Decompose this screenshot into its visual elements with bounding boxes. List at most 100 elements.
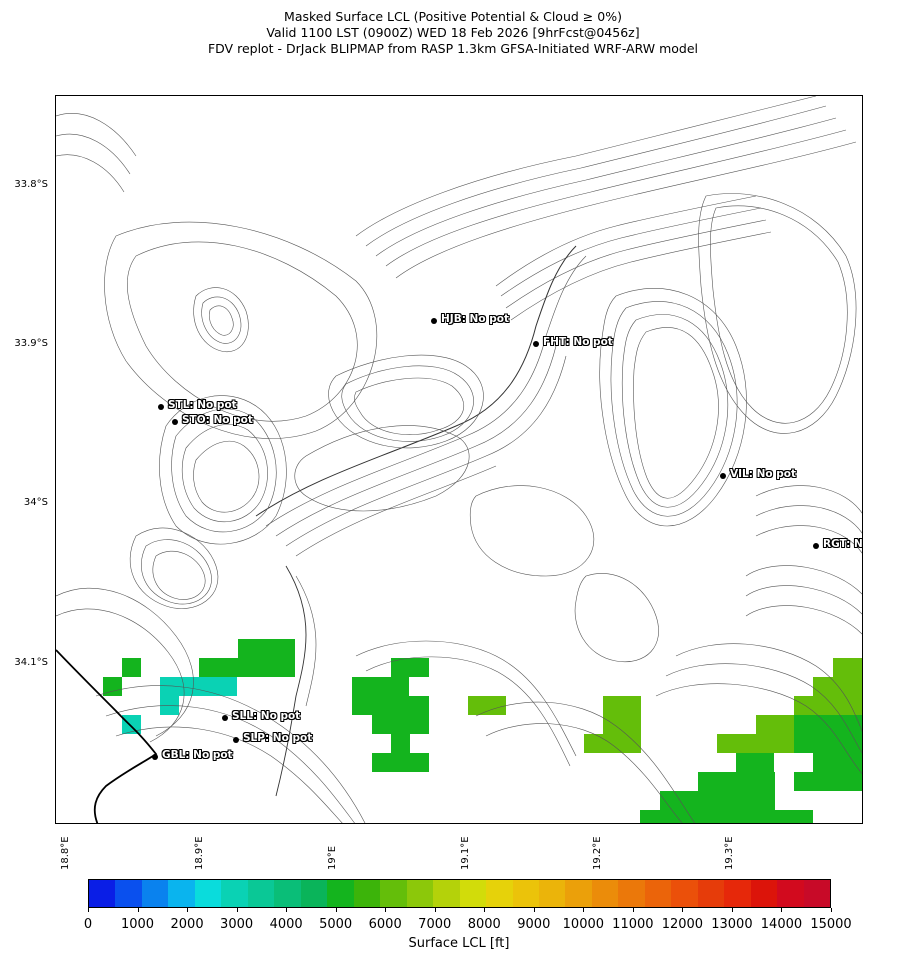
colorbar-segment — [300, 880, 328, 907]
station-marker — [720, 473, 726, 479]
colorbar-segment — [750, 880, 778, 907]
colorbar-segment — [380, 880, 407, 907]
lcl-cell — [736, 753, 774, 772]
colorbar-segment — [327, 880, 354, 907]
station-marker — [431, 318, 437, 324]
colorbar-tick-mark — [632, 908, 634, 912]
colorbar-segment — [644, 880, 672, 907]
lcl-cell — [813, 753, 862, 791]
lon-label: 19°E — [327, 845, 338, 870]
colorbar-label: Surface LCL [ft] — [408, 936, 510, 951]
colorbar-tick-mark — [781, 908, 783, 912]
colorbar-segment — [141, 880, 169, 907]
colorbar-tick-mark — [533, 908, 535, 912]
lcl-cell — [717, 734, 794, 753]
station-label: VIL: No pot — [730, 468, 796, 480]
lcl-cell — [640, 810, 813, 823]
lcl-cell — [813, 677, 862, 696]
lcl-cell — [660, 791, 775, 810]
colorbar-tick-mark — [682, 908, 684, 912]
station-label: RGT: No pot — [823, 538, 863, 550]
station-label: SLL: No pot — [232, 710, 301, 722]
lon-label: 19.2°E — [592, 836, 603, 870]
lcl-cell — [122, 715, 141, 734]
title-line-3: FDV replot - DrJack BLIPMAP from RASP 1.… — [207, 41, 699, 56]
colorbar-segment — [538, 880, 566, 907]
lcl-cell — [391, 658, 429, 677]
colorbar-segment — [697, 880, 725, 907]
colorbar-tick-label: 4000 — [269, 917, 303, 932]
colorbar-tick-label: 0 — [83, 917, 93, 932]
colorbar-tick-mark — [434, 908, 436, 912]
lon-label: 18.8°E — [60, 836, 71, 870]
colorbar-tick-mark — [731, 908, 733, 912]
colorbar-tick-label: 13000 — [711, 917, 753, 932]
colorbar-segment — [247, 880, 275, 907]
colorbar-segment — [512, 880, 539, 907]
station-marker — [533, 341, 539, 347]
colorbar-tick-label: 3000 — [220, 917, 254, 932]
lcl-cell — [199, 658, 295, 677]
colorbar-segment — [803, 880, 831, 907]
colorbar-tick-label: 2000 — [170, 917, 204, 932]
colorbar-segment — [777, 880, 804, 907]
lon-label: 18.9°E — [194, 836, 205, 870]
colorbar-tick-mark — [236, 908, 238, 912]
lcl-cell — [103, 677, 122, 696]
colorbar-tick-mark — [88, 908, 89, 912]
lcl-cell — [372, 753, 429, 772]
colorbar-segment — [565, 880, 592, 907]
colorbar-segment — [486, 880, 513, 907]
station-marker — [813, 543, 819, 549]
colorbar-tick-mark — [335, 908, 337, 912]
colorbar-tick-label: 5000 — [319, 917, 353, 932]
lon-label: 19.1°E — [460, 836, 471, 870]
lcl-cell — [238, 639, 295, 658]
colorbar-tick-label: 1000 — [120, 917, 155, 932]
colorbar-segment — [724, 880, 751, 907]
lcl-cell — [794, 772, 813, 791]
colorbar-segment — [618, 880, 645, 907]
colorbar-tick-mark — [187, 908, 189, 912]
station-marker — [233, 737, 239, 743]
colorbar-segment — [433, 880, 460, 907]
colorbar — [88, 879, 831, 908]
lcl-cell — [122, 658, 141, 677]
station-label: STO: No pot — [182, 414, 253, 426]
lcl-cell — [698, 772, 775, 791]
colorbar-tick-mark — [385, 908, 387, 912]
station-label: HJB: No pot — [441, 313, 509, 325]
colorbar-tick-label: 8000 — [467, 917, 501, 932]
colorbar-tick-mark — [484, 908, 486, 912]
lcl-cell — [468, 696, 506, 715]
contour-lines — [56, 96, 862, 823]
lcl-cell — [372, 715, 429, 734]
lat-label: 34.1°S — [14, 657, 48, 668]
colorbar-tick-mark — [583, 908, 585, 912]
lcl-cell — [584, 734, 641, 753]
station-marker — [152, 754, 158, 760]
station-label: STL: No pot — [168, 399, 237, 411]
colorbar-segment — [353, 880, 381, 907]
colorbar-segment — [168, 880, 195, 907]
colorbar-tick-label: 9000 — [517, 917, 551, 932]
colorbar-tick-label: 10000 — [562, 917, 605, 932]
lat-label: 33.8°S — [14, 179, 48, 190]
colorbar-tick-mark — [286, 908, 288, 912]
lcl-cell — [391, 734, 410, 753]
station-marker — [222, 715, 228, 721]
colorbar-tick-label: 14000 — [760, 917, 803, 932]
colorbar-segment — [221, 880, 248, 907]
colorbar-segment — [671, 880, 698, 907]
colorbar-segment — [89, 880, 116, 907]
coastline — [56, 649, 158, 823]
lcl-cell — [160, 677, 237, 696]
map-area: HJB: No pot FHT: No pot STL: No pot STO:… — [55, 95, 863, 824]
terrain-contours — [56, 96, 862, 823]
colorbar-tick-label: 15000 — [810, 917, 852, 932]
lcl-cell — [794, 715, 862, 753]
title-line-1: Masked Surface LCL (Positive Potential &… — [284, 9, 622, 24]
lcl-cells — [103, 639, 862, 823]
station-marker — [172, 419, 178, 425]
colorbar-tick-label: 11000 — [612, 917, 654, 932]
